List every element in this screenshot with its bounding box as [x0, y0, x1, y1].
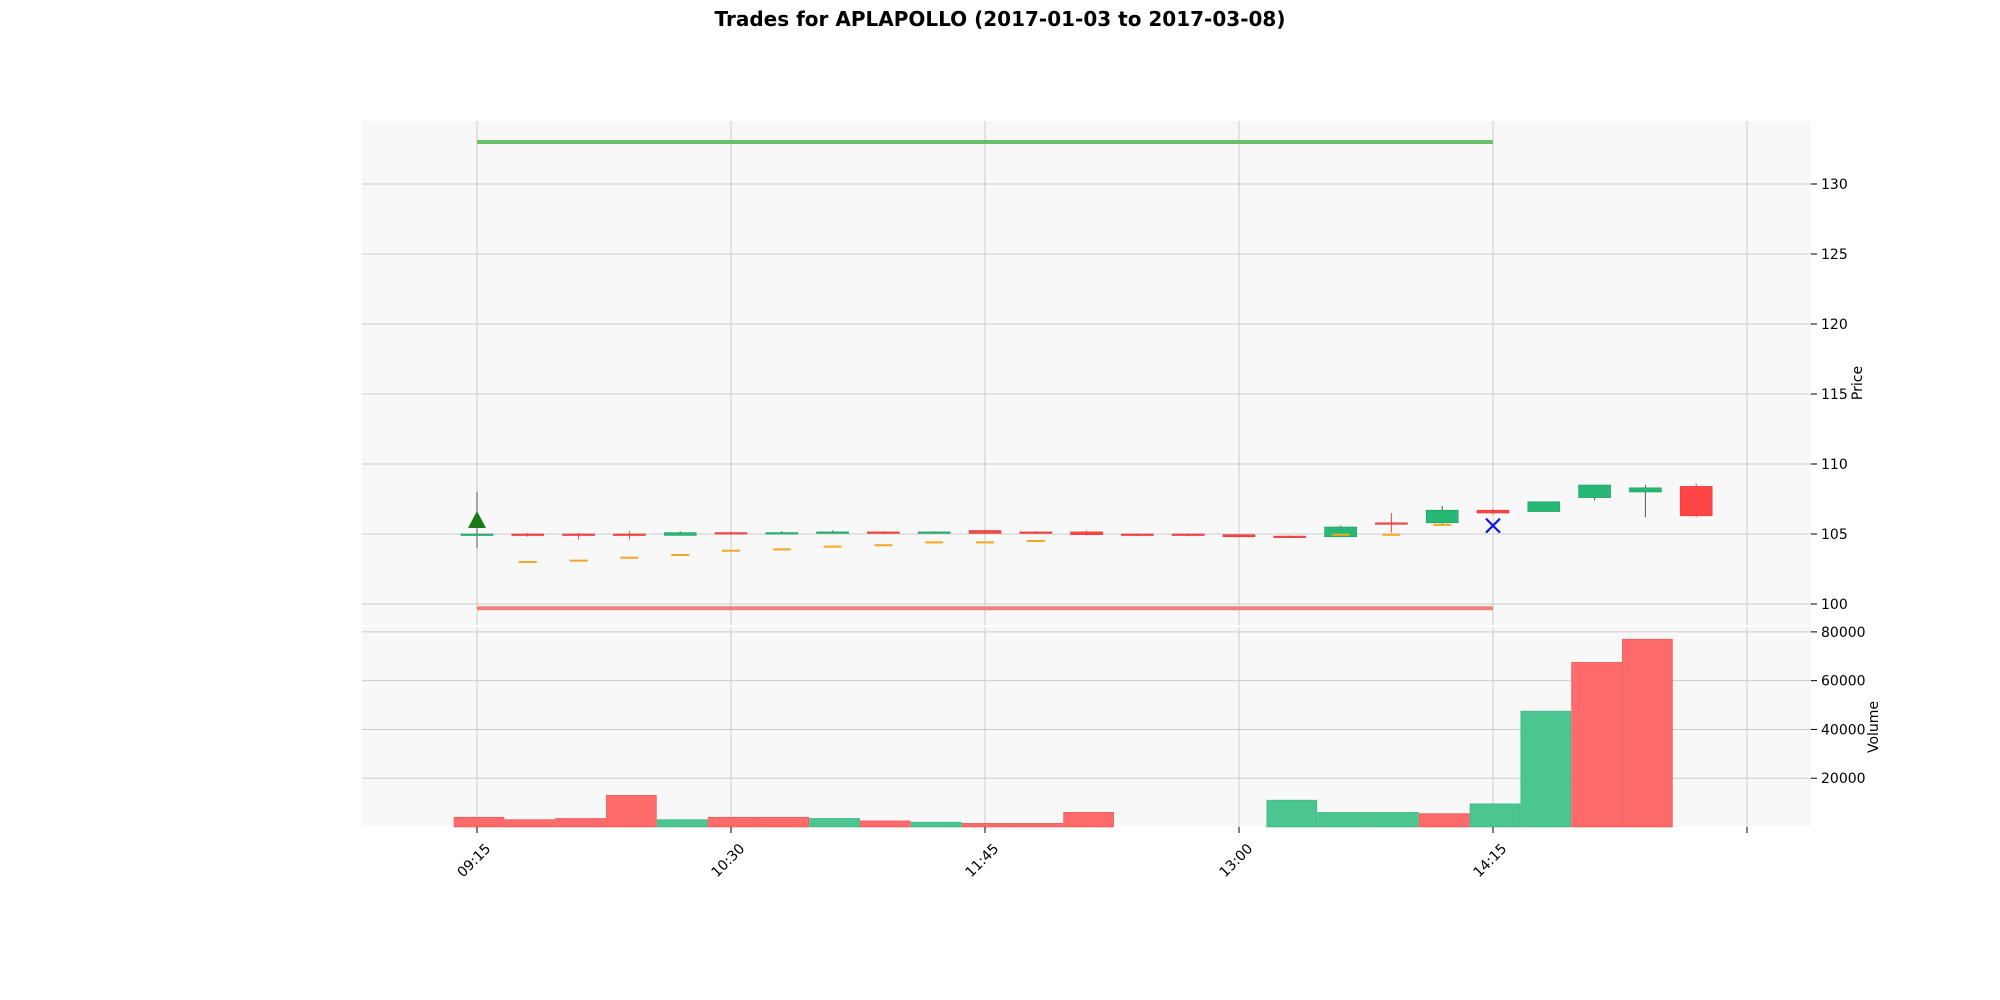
entry-marker — [468, 511, 486, 528]
volume-panel: 20000 40000 60000 80000 Volume — [362, 625, 1882, 828]
price-panel: 100 105 110 115 120 125 130 Price — [362, 121, 1866, 625]
candle-down — [1019, 531, 1053, 534]
candle-down — [1476, 509, 1510, 514]
x-tick-label: 10:30 — [708, 841, 748, 881]
price-panel-background — [362, 121, 1811, 625]
volume-y-ticks: 20000 40000 60000 80000 — [1811, 625, 1866, 787]
candle-up — [460, 533, 494, 536]
price-y-ticks: 100 105 110 115 120 125 130 — [1811, 177, 1848, 613]
price-tick-label: 115 — [1821, 387, 1848, 403]
volume-bar-down — [504, 819, 556, 828]
candle-down — [714, 532, 748, 535]
candle-down — [562, 533, 595, 536]
trade-levels — [477, 140, 1493, 611]
candle-up — [1425, 509, 1459, 524]
candle-up — [917, 531, 951, 534]
x-tick-label: 09:15 — [454, 841, 494, 881]
candle-down — [1171, 533, 1205, 536]
volume-bar-up — [1368, 812, 1419, 828]
candle-down — [867, 531, 900, 534]
price-gridlines — [362, 121, 1811, 625]
volume-bar-down — [555, 818, 606, 828]
volume-bar-down — [1418, 813, 1470, 828]
volume-bar-down — [606, 794, 657, 828]
volume-tick-label: 20000 — [1821, 771, 1866, 787]
volume-bar-down — [860, 820, 911, 828]
price-tick-label: 120 — [1821, 317, 1848, 333]
volume-bar-down — [1622, 638, 1673, 828]
candle-down — [1375, 522, 1408, 525]
candle-down — [1121, 533, 1154, 536]
candle-down — [511, 533, 545, 536]
candle-up — [663, 532, 697, 536]
price-tick-label: 130 — [1821, 177, 1848, 193]
volume-axis-label: Volume — [1866, 701, 1882, 753]
candle-down — [1070, 531, 1103, 536]
volume-bar-down — [453, 816, 505, 828]
candle-down — [1273, 535, 1307, 538]
volume-bar-down — [961, 823, 1013, 828]
candle-up — [816, 531, 849, 534]
volume-bar-down — [758, 816, 810, 828]
candle-up — [1629, 487, 1662, 493]
volume-tick-label: 40000 — [1821, 722, 1866, 738]
candle-up — [1324, 526, 1357, 538]
volume-bar-up — [910, 821, 962, 828]
chart-title: Trades for APLAPOLLO (2017-01-03 to 2017… — [714, 7, 1286, 31]
price-tick-label: 110 — [1821, 457, 1848, 473]
candle-down — [1679, 486, 1713, 517]
volume-bar-up — [1317, 812, 1368, 828]
candle-down — [968, 530, 1002, 534]
price-tick-label: 125 — [1821, 247, 1848, 263]
moving-average-marks — [518, 523, 1452, 563]
volume-bar-up — [1266, 799, 1318, 828]
volume-bar-up — [1520, 710, 1572, 828]
volume-bar-down — [1012, 823, 1064, 828]
volume-bar-up — [809, 818, 860, 828]
exit-marker-stroke — [1485, 517, 1501, 534]
candle-up — [765, 532, 799, 535]
volume-tick-label: 80000 — [1821, 625, 1866, 641]
volume-bar-up — [656, 819, 708, 828]
volume-tick-label: 60000 — [1821, 674, 1866, 690]
x-tick-label: 14:15 — [1470, 841, 1510, 881]
volume-bar-down — [1571, 662, 1622, 828]
trade-markers — [468, 511, 1501, 534]
volume-bar-down — [1063, 812, 1114, 828]
x-tick-label: 11:45 — [962, 841, 1002, 881]
candle-down — [613, 533, 646, 536]
candle-up — [1578, 484, 1611, 498]
x-axis: 09:15 10:30 11:45 13:00 14:15 — [454, 827, 1748, 881]
candle-down — [1222, 534, 1256, 538]
price-axis-label: Price — [1850, 366, 1866, 400]
volume-bar-up — [1469, 803, 1521, 828]
price-tick-label: 100 — [1821, 597, 1848, 613]
price-tick-label: 105 — [1821, 527, 1848, 543]
candlesticks — [460, 483, 1713, 548]
candle-up — [1527, 501, 1561, 512]
volume-bar-down — [707, 816, 759, 828]
x-tick-label: 13:00 — [1216, 841, 1256, 881]
volume-bars — [453, 638, 1673, 828]
